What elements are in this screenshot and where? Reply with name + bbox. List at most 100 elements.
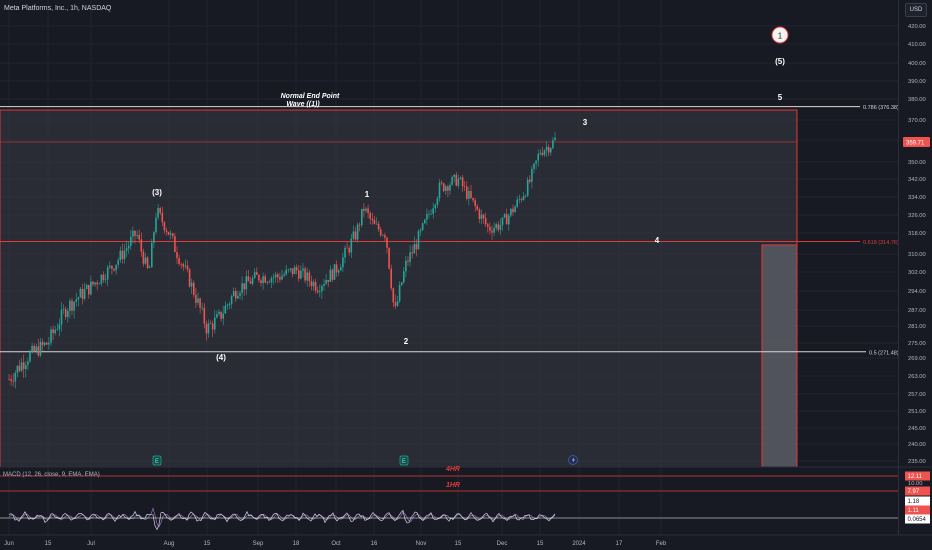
candle-body xyxy=(487,224,489,227)
candle-body xyxy=(98,283,101,285)
candle-body xyxy=(115,264,117,271)
candle-body xyxy=(104,279,107,281)
candle-body xyxy=(48,342,50,345)
time-tick-label: 15 xyxy=(455,541,462,547)
candle-body xyxy=(403,271,405,283)
candle-body xyxy=(127,245,130,249)
candle-body xyxy=(264,276,266,283)
time-tick-label: Aug xyxy=(164,541,175,547)
candle-body xyxy=(237,295,239,299)
candle-body xyxy=(518,199,521,200)
candle-body xyxy=(184,265,187,267)
price-tick-label: 420.00 xyxy=(908,24,926,30)
candle-body xyxy=(174,236,176,253)
price-tick-label: 380.00 xyxy=(908,97,926,103)
earnings-marker[interactable] xyxy=(399,455,409,466)
candle-body xyxy=(554,137,556,141)
candle-body xyxy=(495,224,497,228)
candle-body xyxy=(413,244,416,254)
candle-body xyxy=(291,268,294,275)
macd-value-badge xyxy=(905,471,930,481)
candle-body xyxy=(293,267,296,275)
price-tick-label: 240.00 xyxy=(908,442,926,448)
candle-body xyxy=(476,206,479,210)
candle-body xyxy=(428,213,430,215)
earnings-marker[interactable] xyxy=(152,455,162,466)
candle-body xyxy=(489,226,491,231)
candle-body xyxy=(31,345,33,352)
candle-body xyxy=(447,186,449,191)
candle-body xyxy=(10,379,12,382)
target-box xyxy=(761,244,798,468)
label-4hr: 4HR xyxy=(445,466,460,473)
candle-body xyxy=(119,250,122,261)
candle-body xyxy=(377,223,380,230)
candle-body xyxy=(165,230,168,232)
candle-body xyxy=(514,206,516,213)
candle-body xyxy=(228,303,231,305)
candle-body xyxy=(482,214,485,219)
candle-body xyxy=(335,264,338,273)
candle-body xyxy=(497,224,500,230)
candle-body xyxy=(111,265,113,269)
candle-body xyxy=(62,309,65,310)
time-tick-label: 2024 xyxy=(572,541,586,547)
candle-body xyxy=(493,227,495,233)
candle-body xyxy=(327,280,329,282)
candle-body xyxy=(193,282,195,295)
candle-body xyxy=(314,281,317,291)
candle-body xyxy=(331,269,334,280)
candle-body xyxy=(371,218,374,220)
candle-body xyxy=(178,258,180,264)
time-tick-label: Feb xyxy=(656,541,667,547)
candle-body xyxy=(295,267,298,271)
price-tick-label: 370.00 xyxy=(908,118,926,124)
candle-body xyxy=(190,282,193,287)
candle-body xyxy=(459,177,462,179)
candle-body xyxy=(64,309,67,317)
candle-body xyxy=(407,260,409,262)
candle-body xyxy=(209,323,212,325)
candle-body xyxy=(547,147,550,153)
wave-2-label: 2 xyxy=(404,337,409,346)
candle-body xyxy=(382,235,384,236)
time-tick-label: Jun xyxy=(4,541,14,547)
candle-body xyxy=(249,281,252,284)
candle-body xyxy=(77,297,80,300)
macd-value-badge xyxy=(905,486,930,496)
candle-body xyxy=(552,140,554,149)
earnings-letter: E xyxy=(155,459,159,465)
fib-label-0618: 0.618 (314.76) xyxy=(863,240,899,246)
price-tick-label: 275.00 xyxy=(908,341,926,347)
macd-value-text: 12.11 xyxy=(908,474,923,480)
candle-body xyxy=(390,268,392,289)
candle-body xyxy=(277,274,279,278)
candle-body xyxy=(18,365,21,371)
price-tick-label: 350.00 xyxy=(908,160,926,166)
macd-value-badge xyxy=(905,505,930,515)
candle-body xyxy=(472,197,474,201)
candle-body xyxy=(512,208,514,213)
time-tick-label: Jul xyxy=(87,541,95,547)
candle-body xyxy=(300,270,302,279)
candle-body xyxy=(75,299,77,302)
fib-label-0786: 0.786 (376.38) xyxy=(863,105,899,111)
wave-5-label: 5 xyxy=(778,93,783,102)
candle-body xyxy=(16,365,19,373)
candle-body xyxy=(29,351,31,362)
candle-body xyxy=(134,230,136,236)
time-tick-label: 18 xyxy=(293,541,300,547)
wave-5-paren-label: (5) xyxy=(775,57,785,66)
candle-body xyxy=(253,272,256,278)
candle-body xyxy=(426,213,428,220)
candle-body xyxy=(430,213,432,215)
candle-body xyxy=(442,183,445,192)
candle-body xyxy=(153,232,155,243)
macd-indicator-label[interactable]: MACD (12, 26, close, 9, EMA, EMA) xyxy=(3,472,100,478)
currency-button[interactable]: USD xyxy=(905,3,927,17)
candle-body xyxy=(419,229,422,232)
candle-body xyxy=(81,288,84,299)
candle-body xyxy=(463,186,466,187)
candle-body xyxy=(109,265,111,268)
